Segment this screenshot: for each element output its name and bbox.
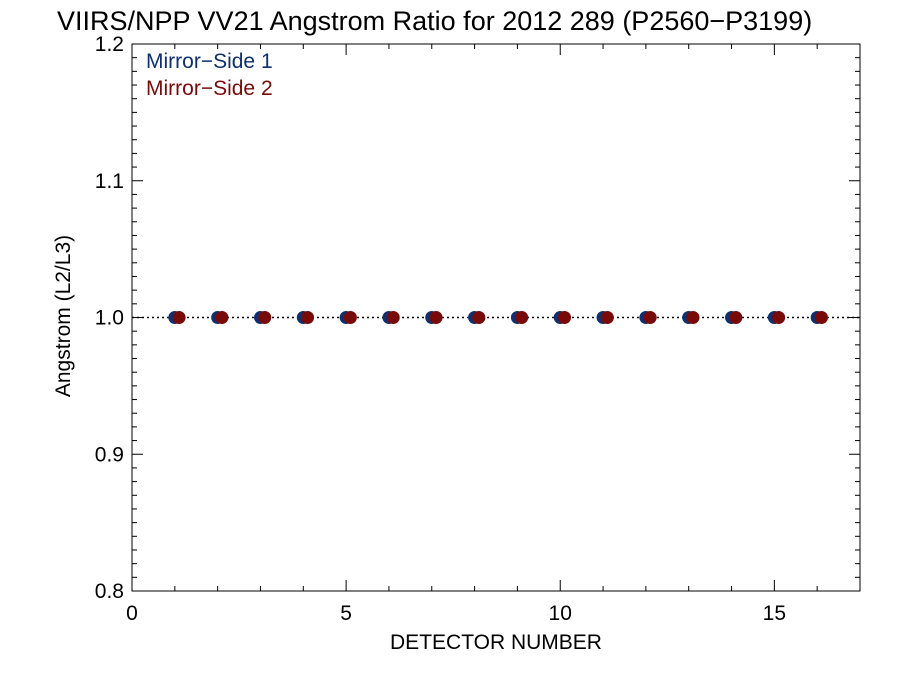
point-mirror-side-2	[343, 311, 357, 324]
point-mirror-side-2	[301, 311, 315, 324]
point-mirror-side-2	[729, 311, 743, 324]
y-tick-label: 1.1	[95, 170, 124, 193]
chart-title: VIIRS/NPP VV21 Angstrom Ratio for 2012 2…	[57, 6, 812, 36]
plot-frame	[131, 43, 861, 592]
x-tick-label: 5	[340, 602, 352, 625]
y-tick-label: 0.8	[95, 580, 124, 603]
legend-entry-mirror-side-2: Mirror−Side 2	[146, 77, 273, 100]
point-mirror-side-2	[686, 311, 700, 324]
x-axis-label: DETECTOR NUMBER	[390, 631, 602, 654]
point-mirror-side-2	[172, 311, 186, 324]
point-mirror-side-2	[386, 311, 400, 324]
point-mirror-side-2	[472, 311, 486, 324]
point-mirror-side-2	[215, 311, 229, 324]
point-mirror-side-2	[643, 311, 657, 324]
x-tick-label: 10	[549, 602, 572, 625]
point-mirror-side-2	[600, 311, 614, 324]
axis-tick-labels: 0 5 10 15 0.8 0.9 1.0 1.1 1.2	[95, 33, 786, 625]
axis-ticks	[131, 43, 861, 592]
data-points	[168, 311, 828, 324]
point-mirror-side-2	[429, 311, 443, 324]
y-tick-label: 1.2	[95, 33, 124, 56]
y-tick-label: 0.9	[95, 443, 124, 466]
legend-entry-mirror-side-1: Mirror−Side 1	[146, 50, 273, 73]
y-axis-label: Angstrom (L2/L3)	[52, 235, 75, 397]
point-mirror-side-2	[515, 311, 529, 324]
point-mirror-side-2	[772, 311, 786, 324]
x-tick-label: 0	[126, 602, 138, 625]
y-tick-label: 1.0	[95, 307, 124, 330]
x-tick-label: 15	[763, 602, 786, 625]
point-mirror-side-2	[814, 311, 828, 324]
legend: Mirror−Side 1 Mirror−Side 2	[146, 50, 273, 100]
point-mirror-side-2	[258, 311, 272, 324]
point-mirror-side-2	[558, 311, 572, 324]
